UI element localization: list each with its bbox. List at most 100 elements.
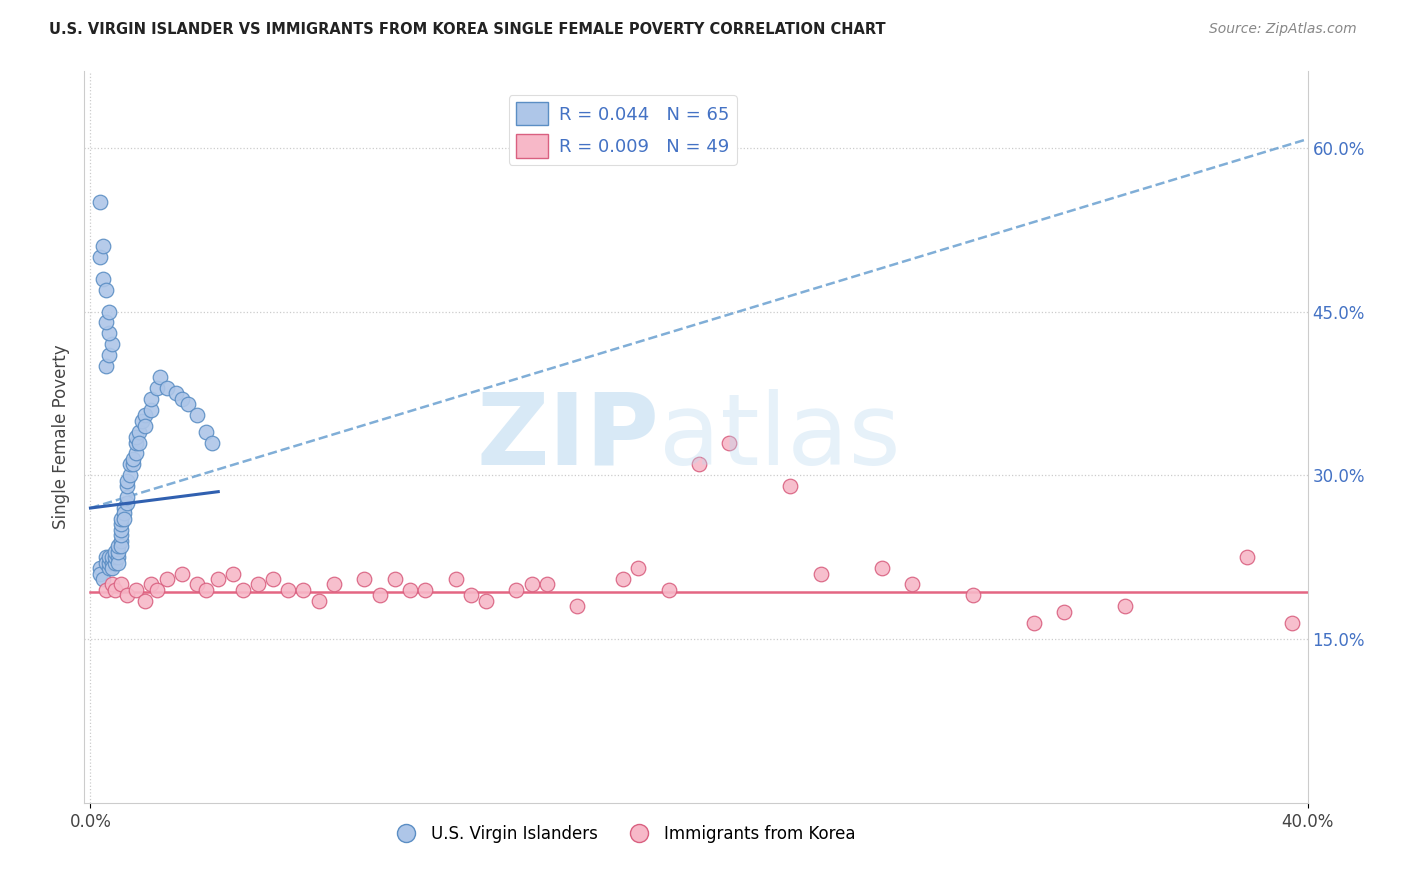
Point [149,370,172,384]
Point [134,419,156,434]
Point [122,451,145,466]
Point [612,572,634,586]
Point [134,594,156,608]
Point [658,582,681,597]
Point [165,386,187,401]
Point [384,572,406,586]
Point [115,490,138,504]
Point [170,392,193,406]
Point [112,507,135,521]
Point [104,582,127,597]
Point [100,556,122,570]
Y-axis label: Single Female Poverty: Single Female Poverty [52,345,70,529]
Point [444,572,467,586]
Point [246,577,269,591]
Point [115,588,138,602]
Point [118,458,141,472]
Point [110,512,132,526]
Point [118,468,141,483]
Point [177,397,200,411]
Point [94,359,117,373]
Point [100,550,122,565]
Point [688,458,710,472]
Legend: U.S. Virgin Islanders, Immigrants from Korea: U.S. Virgin Islanders, Immigrants from K… [382,818,863,849]
Point [110,533,132,548]
Point [128,435,150,450]
Point [97,556,120,570]
Point [627,561,650,575]
Point [1236,550,1258,565]
Text: atlas: atlas [659,389,901,485]
Point [520,577,543,591]
Point [97,326,120,341]
Point [1022,615,1045,630]
Point [262,572,284,586]
Point [141,402,163,417]
Point [901,577,924,591]
Point [89,561,111,575]
Point [110,539,132,553]
Text: Source: ZipAtlas.com: Source: ZipAtlas.com [1209,22,1357,37]
Point [131,414,153,428]
Point [170,566,193,581]
Point [460,588,482,602]
Point [368,588,391,602]
Point [195,425,218,439]
Point [810,566,832,581]
Point [104,545,127,559]
Point [155,381,177,395]
Point [94,556,117,570]
Point [322,577,344,591]
Point [110,528,132,542]
Point [195,582,218,597]
Point [112,512,135,526]
Point [89,195,111,210]
Point [134,409,156,423]
Point [125,446,148,460]
Point [91,239,114,253]
Point [141,392,163,406]
Point [107,556,129,570]
Point [1114,599,1136,614]
Point [186,409,208,423]
Point [107,539,129,553]
Point [201,435,224,450]
Point [125,430,148,444]
Point [505,582,527,597]
Point [97,304,120,318]
Point [104,550,127,565]
Point [110,523,132,537]
Point [141,577,163,591]
Point [91,572,114,586]
Point [104,556,127,570]
Point [125,582,148,597]
Point [413,582,436,597]
Point [91,272,114,286]
Point [399,582,422,597]
Point [89,250,111,264]
Point [94,283,117,297]
Point [125,435,148,450]
Point [222,566,245,581]
Point [110,517,132,532]
Point [146,381,169,395]
Point [97,550,120,565]
Point [110,577,132,591]
Point [718,435,741,450]
Point [567,599,589,614]
Point [277,582,299,597]
Point [100,337,122,351]
Point [89,566,111,581]
Point [308,594,330,608]
Point [100,561,122,575]
Point [97,561,120,575]
Point [115,474,138,488]
Point [112,501,135,516]
Point [100,577,122,591]
Point [97,348,120,362]
Point [536,577,558,591]
Point [1053,605,1076,619]
Point [94,582,117,597]
Point [122,458,145,472]
Point [107,550,129,565]
